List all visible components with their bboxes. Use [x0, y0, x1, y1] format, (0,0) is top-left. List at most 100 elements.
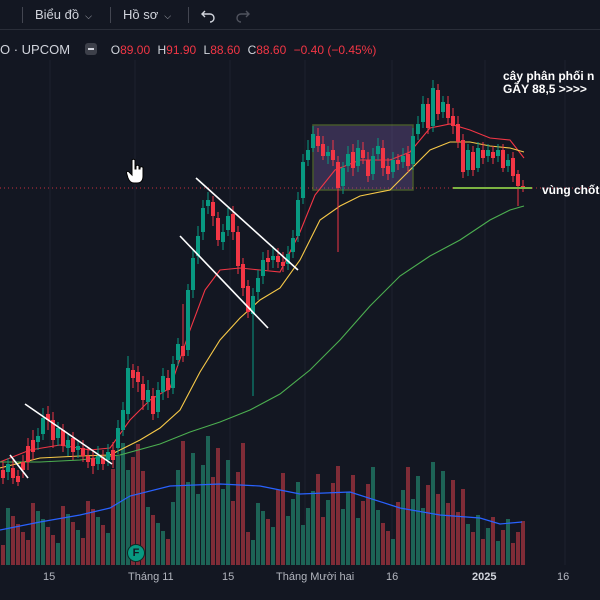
volume-bar [56, 543, 60, 565]
candle-body [466, 150, 470, 170]
volume-bar [251, 540, 255, 565]
candle-body [481, 150, 485, 158]
candle-body [21, 462, 25, 470]
volume-bar [446, 503, 450, 565]
undo-button[interactable] [200, 0, 216, 30]
volume-bar [396, 502, 400, 565]
volume-bar [521, 521, 525, 565]
volume-bar [456, 512, 460, 565]
chevron-down-icon: ⌵ [85, 11, 92, 21]
candle-body [271, 256, 275, 260]
candle-body [356, 148, 360, 166]
volume-bar [11, 516, 15, 565]
profile-menu-button[interactable]: Hồ sơ ⌵ [123, 0, 171, 30]
candle-body [36, 436, 40, 442]
candle-body [211, 202, 215, 216]
volume-bar [371, 467, 375, 565]
volume-bar [61, 506, 65, 565]
close-value: 88.60 [256, 42, 287, 57]
open-key: O [110, 42, 121, 57]
volume-bar [391, 539, 395, 565]
volume-bar [411, 499, 415, 565]
candle-body [141, 384, 145, 400]
volume-bar [76, 530, 80, 565]
candle-body [486, 150, 490, 156]
candle-body [181, 346, 185, 356]
collapse-icon[interactable] [85, 42, 98, 55]
volume-bar [86, 501, 90, 565]
candle-body [411, 136, 415, 164]
volume-bar [36, 511, 40, 565]
volume-bar [31, 503, 35, 565]
volume-bar [206, 436, 210, 565]
candle-body [226, 216, 230, 230]
volume-bar [151, 515, 155, 565]
undo-icon [201, 10, 215, 23]
xaxis-label: Tháng Mười hai [276, 571, 355, 583]
candle-body [321, 144, 325, 156]
trend-line [195, 177, 299, 271]
volume-bar [351, 475, 355, 565]
candle-body [436, 90, 440, 114]
volume-bar [316, 474, 320, 565]
volume-bar [146, 507, 150, 565]
candle-body [456, 124, 460, 142]
xaxis-label: 16 [557, 571, 570, 583]
candle-body [256, 278, 260, 292]
volume-bar [516, 532, 520, 565]
event-badge[interactable]: F [127, 544, 145, 562]
volume-bar [101, 525, 105, 565]
low-value: 88.60 [210, 42, 241, 57]
volume-bar [336, 466, 340, 565]
candle-body [111, 450, 115, 460]
volume-bar [231, 501, 235, 565]
volume-bar [261, 511, 265, 565]
volume-bar [366, 484, 370, 565]
candle-body [71, 438, 75, 452]
volume-bar [286, 516, 290, 565]
high-key: H [157, 42, 167, 57]
redo-button[interactable] [235, 0, 251, 30]
price-chart[interactable] [0, 30, 600, 565]
symbol-name[interactable]: O · UPCOM [0, 41, 71, 57]
chart-menu-button[interactable]: Biểu đồ ⌵ [35, 0, 92, 30]
candle-body [56, 428, 60, 438]
support-zone-note: vùng chốt [542, 183, 600, 197]
volume-bar [436, 494, 440, 565]
volume-bar [471, 532, 475, 565]
xaxis-label: 15 [222, 571, 235, 583]
xaxis-label: 16 [386, 571, 399, 583]
high-value: 91.90 [166, 42, 197, 57]
volume-bar [291, 499, 295, 565]
candle-body [51, 420, 55, 440]
volume-bar [226, 460, 230, 565]
volume-bar [136, 444, 140, 565]
candle-body [46, 414, 50, 420]
volume-bar [416, 476, 420, 565]
candle-body [176, 344, 180, 360]
candle-body [6, 464, 10, 472]
candle-body [476, 148, 480, 168]
candle-body [216, 218, 220, 240]
volume-bar [306, 508, 310, 565]
candle-body [266, 258, 270, 262]
candle-body [151, 396, 155, 414]
volume-bar [491, 517, 495, 565]
trend-line [179, 235, 269, 329]
xaxis-label: 2025 [472, 571, 497, 583]
volume-bar [111, 469, 115, 565]
volume-bar [301, 525, 305, 565]
candle-body [276, 256, 280, 262]
candle-body [451, 116, 455, 126]
volume-bar [276, 490, 280, 565]
volume-bar [281, 473, 285, 565]
candle-body [376, 146, 380, 154]
volume-bar [341, 509, 345, 565]
volume-bar [441, 471, 445, 565]
candle-body [166, 378, 170, 390]
volume-ma-line [0, 483, 523, 531]
volume-bar [496, 541, 500, 565]
trend-drawings [9, 177, 532, 479]
xaxis-label: Tháng 11 [128, 571, 174, 583]
volume-bar [271, 527, 275, 565]
